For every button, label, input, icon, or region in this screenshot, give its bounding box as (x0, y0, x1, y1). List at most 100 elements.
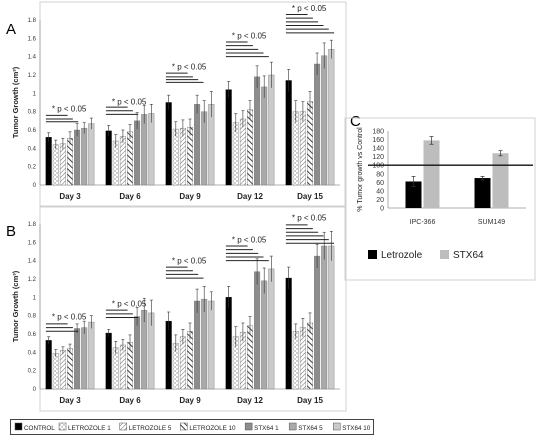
bar-stx64-1 (134, 316, 141, 390)
bar-letrozole-5 (299, 327, 306, 390)
bar-stx64-10 (88, 123, 95, 186)
bar-letrozole-1 (52, 353, 59, 390)
x-tick-label: Day 9 (179, 192, 201, 201)
bar-letrozole-5 (299, 111, 306, 186)
legend-label: STX64 5 (298, 425, 323, 432)
bar-letrozole-10 (186, 127, 193, 186)
y-tick-label: 0.8 (28, 314, 37, 320)
legend-items: CONTROL LETROZOLE 1 LETROZOLE 5 LETROZOLE 1… (14, 422, 371, 432)
bar-letrozole-1 (52, 144, 59, 186)
x-tick-label: Day 12 (237, 396, 263, 405)
bar-letrozole-10 (66, 138, 73, 186)
bar-letrozole-10 (246, 325, 253, 390)
y-tick-label: 0 (33, 387, 37, 393)
bar-stx64-10 (268, 268, 275, 390)
y-tick-label: 180 (372, 129, 384, 136)
legend-label: LETROZOLE 10 (189, 425, 236, 432)
bar-stx64-5 (261, 280, 268, 390)
bar-letrozole-1 (172, 128, 179, 186)
bar-control (45, 137, 52, 186)
bar-letrozole-1 (232, 122, 239, 186)
bar-stx64-1 (314, 63, 321, 186)
panel-label-b: B (6, 223, 16, 240)
bar-letrozole-10 (186, 331, 193, 390)
x-tick-label: Day 9 (179, 396, 201, 405)
plot-frame (344, 117, 536, 281)
x-tick-label: Day 15 (297, 396, 323, 405)
bar-letrozole-1 (112, 140, 119, 186)
bar-stx64-1 (74, 129, 81, 186)
bar-stx64-10 (208, 300, 215, 390)
legend-swatch (14, 422, 23, 431)
legend-label: LETROZOLE 5 (129, 425, 172, 432)
panel-label-a: A (6, 21, 16, 38)
legend-swatch (119, 422, 127, 431)
bar-stx64-1 (254, 76, 261, 186)
y-tick-label: 0.6 (28, 128, 37, 134)
y-tick-label: 1.4 (28, 259, 37, 265)
y-tick-label: 1.2 (28, 73, 37, 79)
y-tick-label: 40 (376, 188, 384, 195)
bar-stx64-1 (254, 271, 261, 390)
bar-stx64-5 (81, 327, 88, 390)
x-tick-label: Day 6 (119, 192, 141, 201)
y-tick-label: 1.8 (28, 222, 37, 228)
bar-stx64-5 (321, 55, 328, 186)
y-tick-label: 120 (372, 154, 384, 161)
bar-letrozole-10 (126, 131, 133, 186)
y-axis-label: % Tumor growth vs Control (357, 127, 364, 212)
y-tick-label: 140 (372, 146, 384, 153)
x-tick-label: SUM149 (478, 219, 505, 226)
bar-letrozole-5 (239, 118, 246, 186)
y-tick-label: 0.4 (28, 350, 37, 356)
bar-letrozole (405, 181, 422, 208)
bar-stx64-5 (141, 114, 148, 186)
bar-stx64-10 (328, 49, 335, 186)
y-tick-label: 1.6 (28, 36, 37, 42)
x-tick-label: Day 3 (59, 396, 81, 405)
significance-label: * p < 0.05 (52, 105, 87, 114)
y-tick-label: 1 (33, 295, 37, 301)
bar-stx64-5 (81, 127, 88, 186)
x-tick-label: IPC-366 (410, 219, 436, 226)
legend-label: Letrozole (381, 250, 423, 261)
significance-label: * p < 0.05 (292, 4, 327, 13)
bar-control (225, 297, 232, 390)
legend-swatch (288, 422, 297, 431)
significance-label: * p < 0.05 (172, 63, 207, 72)
x-tick-label: Day 6 (119, 396, 141, 405)
bar-stx64-10 (148, 113, 155, 186)
bar-stx64-1 (194, 300, 201, 390)
significance-label: * p < 0.05 (232, 235, 267, 244)
bar-letrozole-5 (119, 136, 126, 186)
bar-stx64-10 (328, 245, 335, 390)
y-tick-label: 160 (372, 137, 384, 144)
significance-label: * p < 0.05 (232, 31, 267, 40)
bar-letrozole (474, 178, 491, 208)
bar-letrozole-1 (292, 331, 299, 390)
bar-stx64-10 (268, 74, 275, 186)
bar-stx64-10 (88, 321, 95, 390)
y-tick-label: 0.8 (28, 110, 37, 116)
bar-stx64-1 (74, 328, 81, 390)
y-tick-label: 0 (380, 206, 384, 213)
y-tick-label: 60 (376, 180, 384, 187)
bar-stx64-5 (201, 298, 208, 390)
y-tick-label: 1 (33, 91, 37, 97)
chart-panel-a: 0 0.2 0.4 0.6 0.8 1 1.2 1.4 1.6 1.8 Tumor Growth (… (11, 1, 347, 208)
bar-control (285, 277, 292, 390)
y-tick-label: 0.2 (28, 369, 37, 375)
legend-label: STX64 (453, 250, 484, 261)
significance-label: * p < 0.05 (52, 312, 87, 321)
significance-label: * p < 0.05 (112, 97, 147, 106)
x-tick-label: Day 12 (237, 192, 263, 201)
legend-swatch (333, 422, 341, 431)
bar-letrozole-5 (119, 344, 126, 390)
bar-letrozole-5 (179, 336, 186, 390)
bar-stx64-5 (321, 245, 328, 390)
bar-letrozole-5 (179, 127, 186, 186)
y-tick-label: 1.2 (28, 277, 37, 283)
x-tick-label: Day 3 (59, 192, 81, 201)
